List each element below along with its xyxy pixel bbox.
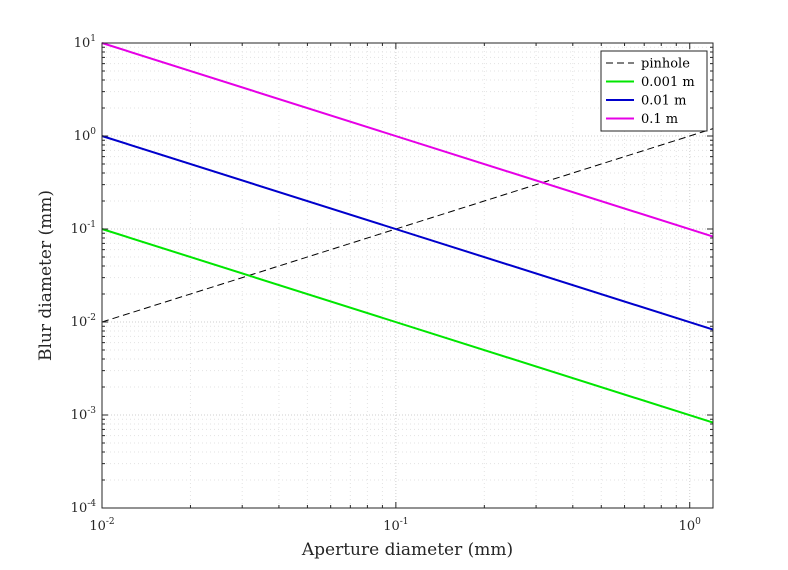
series-group <box>101 42 714 424</box>
y-tick-label: 100 <box>74 127 97 144</box>
y-tick-label: 10-4 <box>71 499 97 516</box>
y-tick-label: 101 <box>74 34 96 51</box>
legend-entry: 0.01 m <box>641 94 686 109</box>
x-tick-label: 10-1 <box>383 517 408 534</box>
legend: pinhole 0.001 m 0.01 m 0.1 m <box>600 50 708 132</box>
y-tick-label: 10-2 <box>71 313 96 330</box>
plot-frame <box>101 42 714 509</box>
series-line-pinhole <box>101 128 714 323</box>
x-tick-label: 100 <box>679 517 702 534</box>
y-tick-label: 10-3 <box>71 406 97 423</box>
y-axis-label: Blur diameter (mm) <box>36 190 56 361</box>
y-tick-label: 10-1 <box>71 220 96 237</box>
x-tick-label: 10-2 <box>89 517 114 534</box>
tick-group: 10-2 10-1 100 10-4 10-3 10-2 10-1 100 101 <box>71 34 713 534</box>
series-line-0-001-m <box>101 228 714 424</box>
x-axis-label: Aperture diameter (mm) <box>301 540 513 560</box>
series-line-0-01-m <box>101 135 714 331</box>
series-line-0-1-m <box>101 42 714 238</box>
legend-entry: 0.1 m <box>641 112 678 127</box>
legend-entry: pinhole <box>641 57 690 72</box>
legend-entry: 0.001 m <box>641 75 695 90</box>
